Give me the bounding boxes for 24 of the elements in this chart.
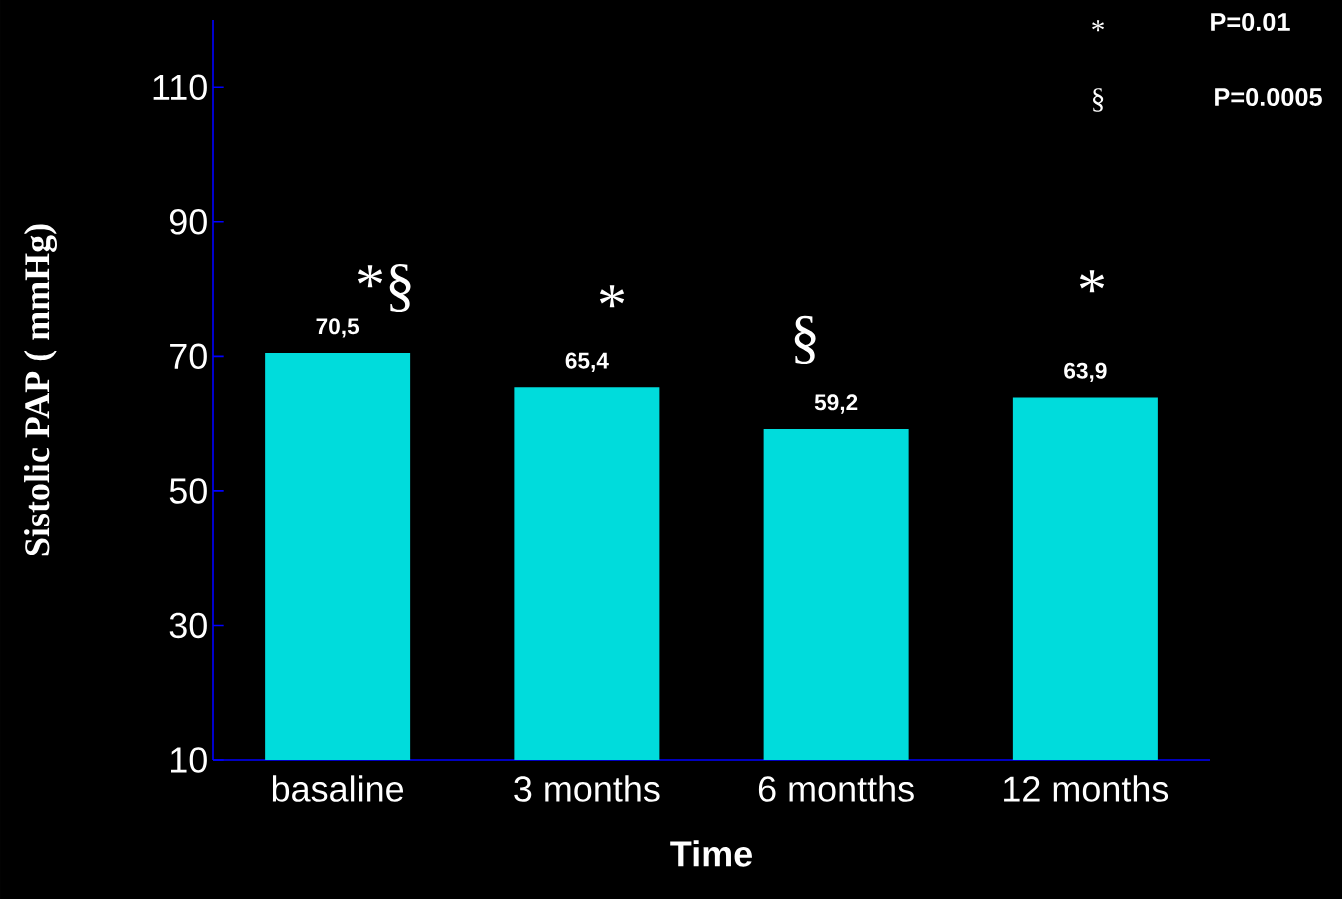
annotation: § <box>794 315 816 365</box>
annotation: * <box>599 285 625 308</box>
annotation: * <box>1092 20 1104 32</box>
y-tick-label: 70 <box>170 343 207 370</box>
x-tick-label: basaline <box>272 775 404 802</box>
data-label: 70,5 <box>316 318 360 338</box>
y-tick-label: 110 <box>153 74 207 101</box>
x-tick-label: 12 months <box>1004 775 1169 802</box>
data-label: 65,4 <box>565 352 609 372</box>
annotation: * <box>1079 270 1105 293</box>
y-tick-label: 30 <box>169 612 207 639</box>
y-tick-label: 90 <box>169 209 207 235</box>
x-tick-label: 3 months <box>514 775 660 802</box>
text: P=0.0005 <box>1215 88 1322 106</box>
text: P=0.01 <box>1211 13 1290 31</box>
data-label: 63,9 <box>1064 362 1107 383</box>
y-tick-label: 10 <box>170 747 207 773</box>
y-tick-label: 50 <box>169 478 207 504</box>
y-axis-title: Sistolic PAP ( mmHg) <box>24 224 57 556</box>
x-tick-label: 6 montths <box>758 775 914 802</box>
x-axis-title: Time <box>670 840 752 867</box>
annotation: § <box>1093 88 1104 112</box>
data-label: 59,2 <box>814 394 858 414</box>
annotation: *§ <box>357 263 411 313</box>
